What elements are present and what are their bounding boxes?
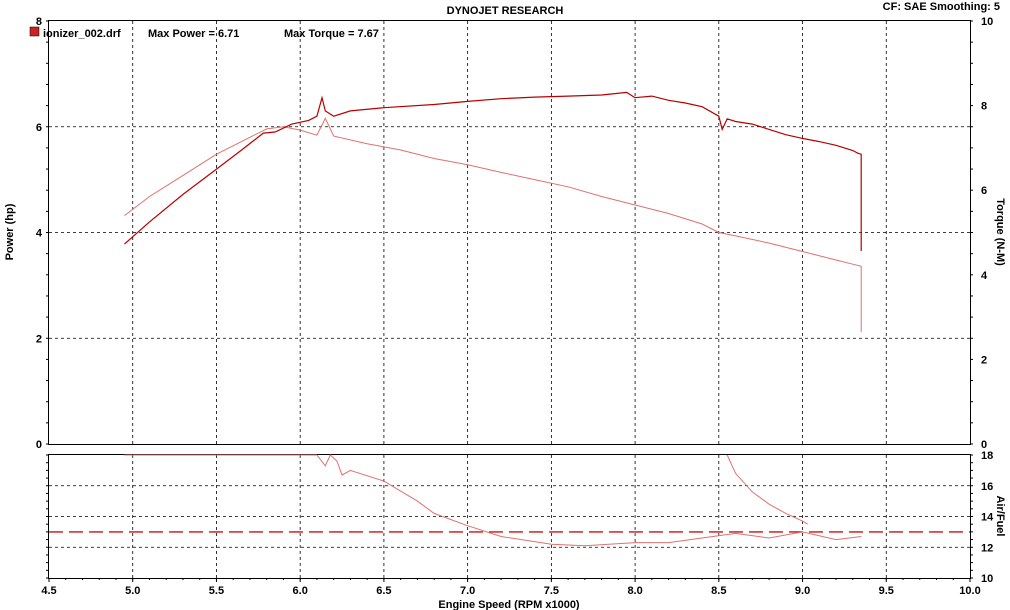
- legend-max-power: Max Power = 6.71: [148, 28, 239, 40]
- y-tick-label-power: 8: [36, 16, 42, 28]
- x-tick-label: 7.5: [544, 585, 559, 597]
- y-tick-label-torque: 2: [981, 354, 987, 366]
- y-tick-label-afr: 16: [981, 481, 993, 493]
- x-tick-label: 8.5: [711, 585, 726, 597]
- y-tick-label-power: 0: [36, 439, 42, 451]
- afr-curve: [124, 454, 862, 547]
- x-tick-label: 6.0: [293, 585, 308, 597]
- x-tick-label: 5.0: [125, 585, 140, 597]
- chart-settings: CF: SAE Smoothing: 5: [883, 1, 1000, 13]
- y-tick-label-afr: 14: [981, 512, 994, 524]
- y-tick-label-torque: 0: [981, 439, 987, 451]
- y-axis-label-torque: Torque (N-M): [994, 198, 1006, 266]
- torque-curve: [124, 117, 862, 332]
- afr-plot-area: [48, 454, 971, 579]
- legend-max-torque: Max Torque = 7.67: [284, 28, 379, 40]
- legend-run-name: ionizer_002.drf: [43, 28, 121, 40]
- x-tick-label: 9.0: [795, 585, 810, 597]
- y-axis-label-power: Power (hp): [4, 203, 16, 260]
- y-tick-label-power: 6: [36, 122, 42, 134]
- power-plot-area: [48, 20, 971, 445]
- x-tick-label: 4.5: [41, 585, 56, 597]
- x-tick-label: 10.0: [959, 585, 980, 597]
- y-tick-label-power: 4: [36, 228, 43, 240]
- y-tick-label-afr: 12: [981, 542, 993, 554]
- y-axis-label-afr: Air/Fuel: [994, 496, 1006, 537]
- afr-curve-segment: [726, 454, 808, 525]
- legend-swatch: [29, 26, 40, 37]
- power-curve: [124, 91, 862, 251]
- y-tick-label-torque: 10: [981, 16, 993, 28]
- x-tick-label: 9.5: [879, 585, 894, 597]
- y-tick-label-power: 2: [36, 333, 42, 345]
- x-tick-label: 7.0: [460, 585, 475, 597]
- y-tick-label-torque: 8: [981, 101, 987, 113]
- y-tick-label-torque: 4: [981, 270, 988, 282]
- x-axis-label: Engine Speed (RPM x1000): [438, 599, 580, 610]
- x-tick-label: 5.5: [209, 585, 224, 597]
- x-tick-label: 8.0: [627, 585, 642, 597]
- x-tick-label: 6.5: [376, 585, 391, 597]
- y-tick-label-afr: 18: [981, 450, 993, 462]
- chart-title: DYNOJET RESEARCH: [447, 5, 564, 17]
- y-tick-label-torque: 6: [981, 185, 987, 197]
- y-tick-label-afr: 10: [981, 573, 993, 585]
